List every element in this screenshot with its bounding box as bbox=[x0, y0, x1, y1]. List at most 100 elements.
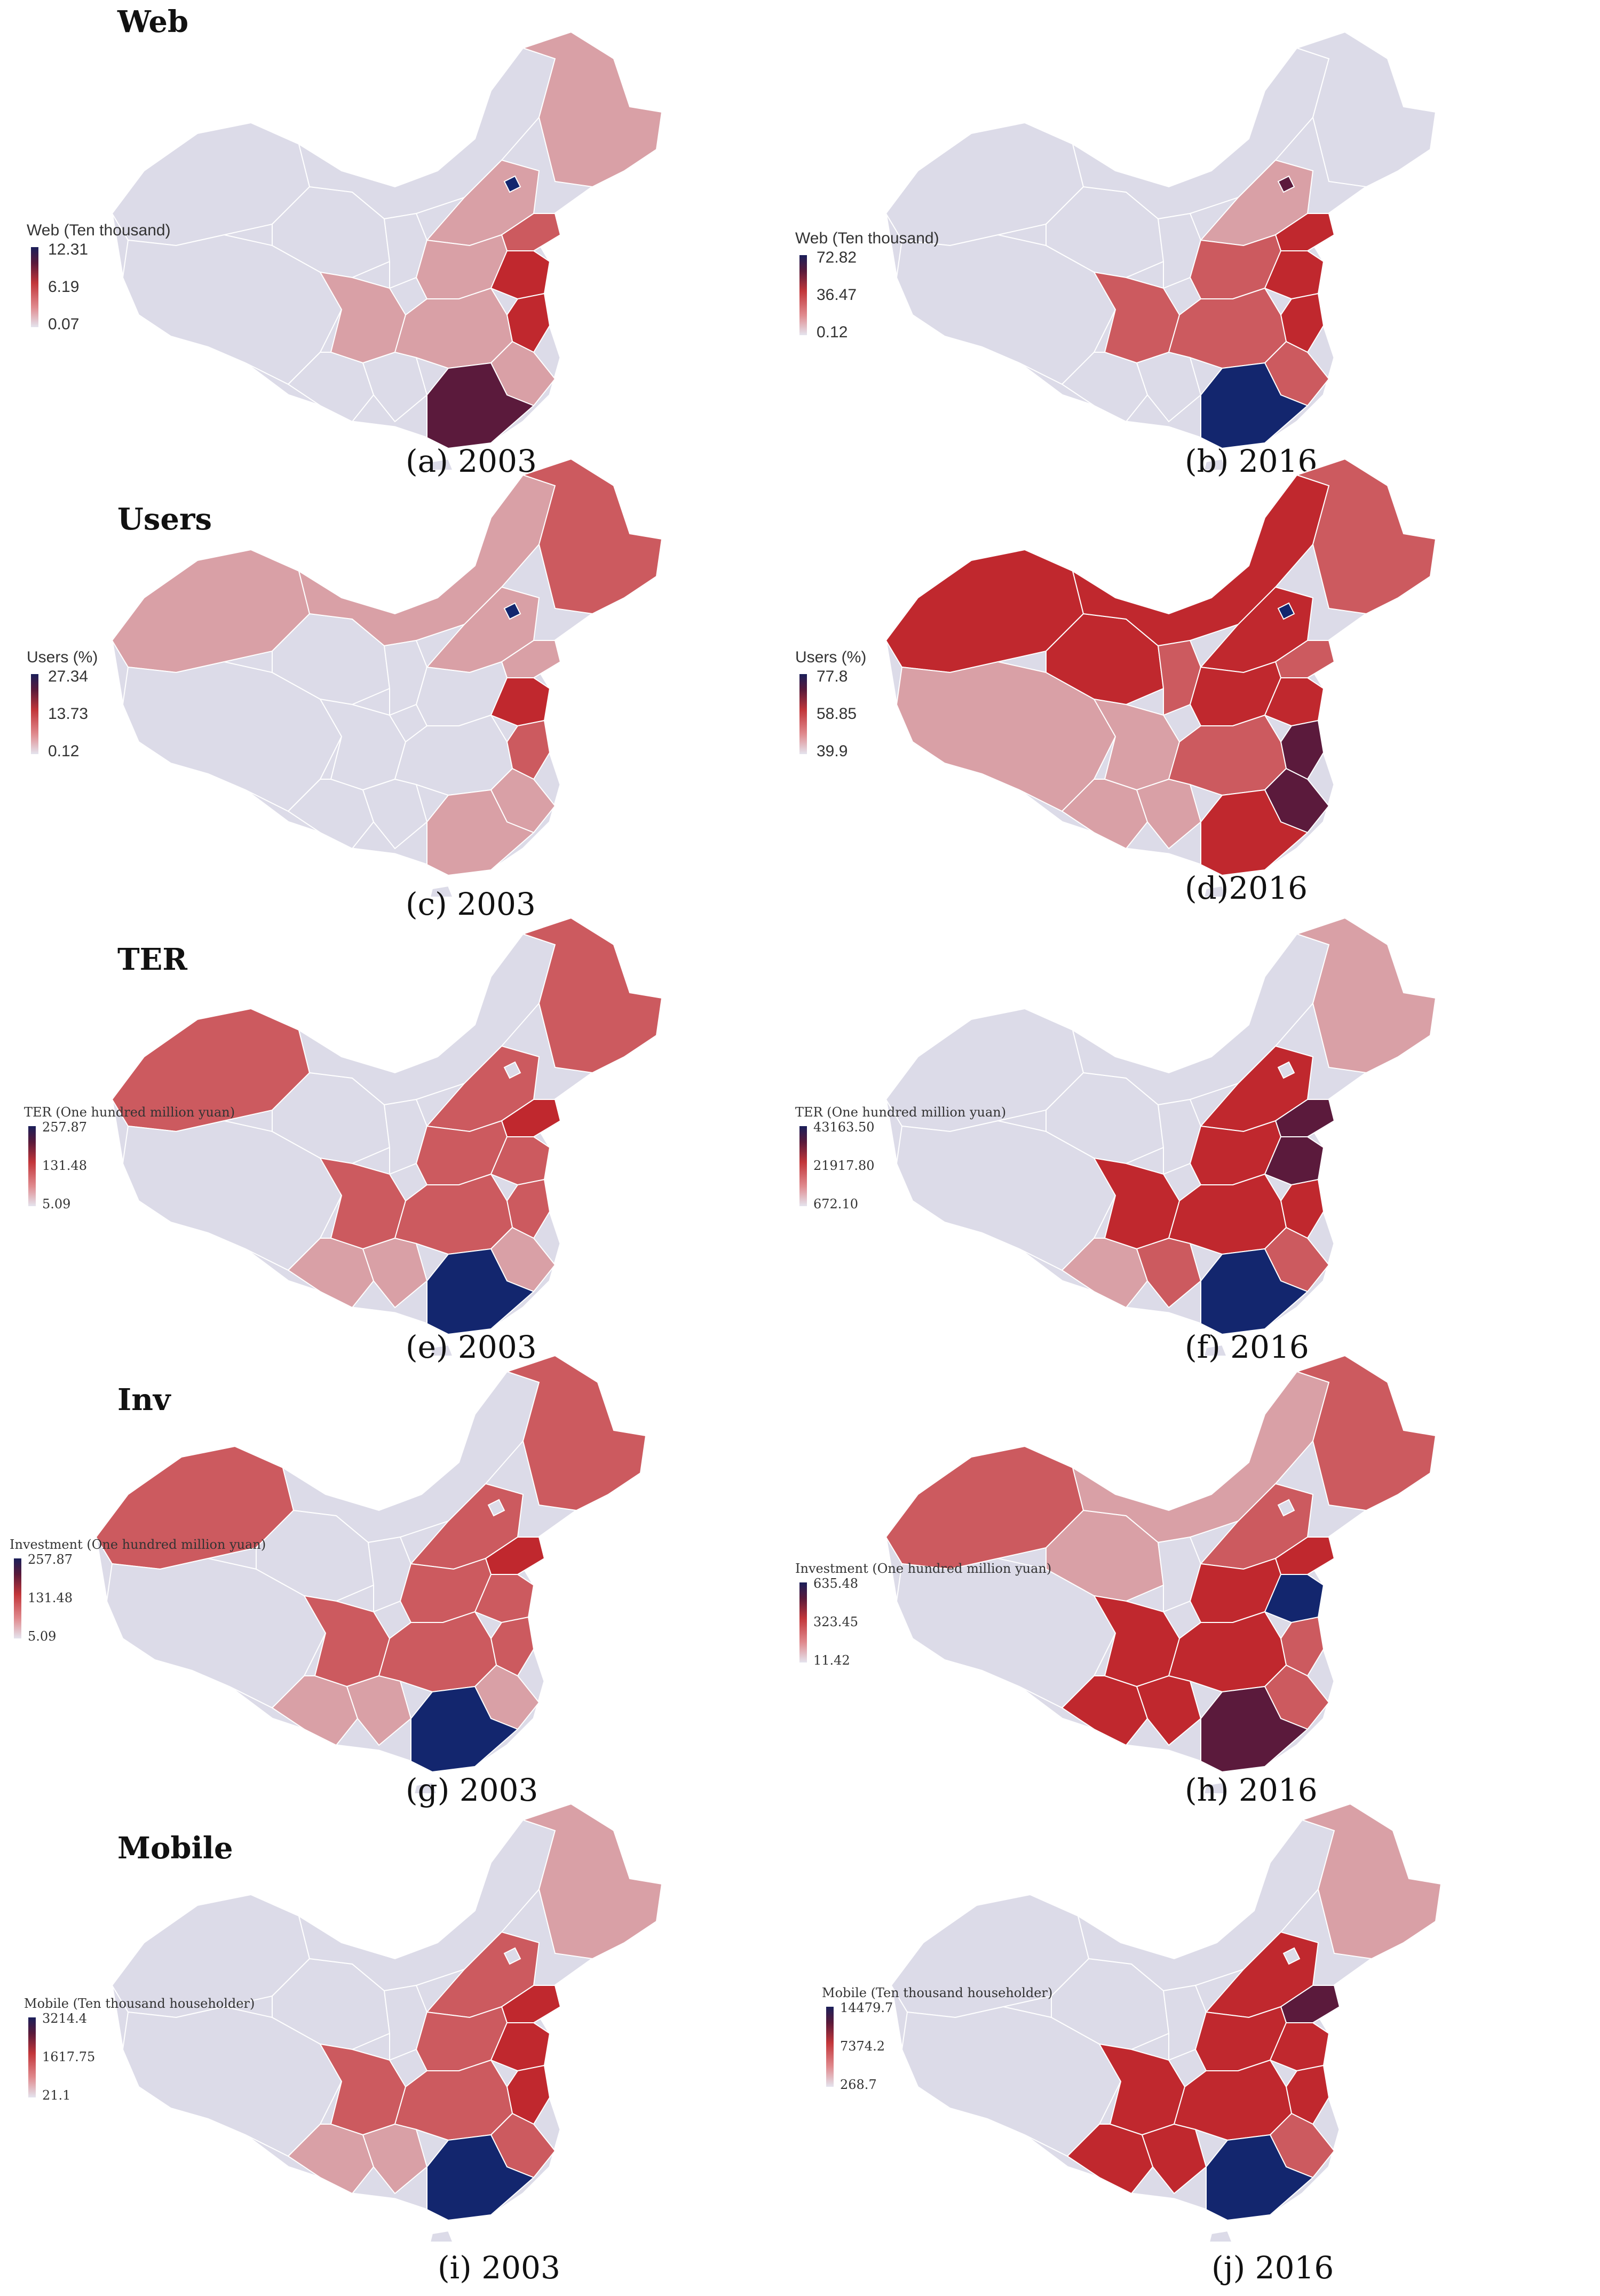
caption-f: (f) 2016 bbox=[1185, 1329, 1309, 1365]
province-region-gd bbox=[426, 789, 535, 876]
legend-max: 14479.7 bbox=[840, 2000, 893, 2015]
province-region-db bbox=[1300, 1803, 1442, 1960]
province-region-bj bbox=[487, 1499, 505, 1517]
map-panel-b: Web (Ten thousand) 72.82 36.47 0.12 bbox=[795, 11, 1564, 470]
province-region-gd bbox=[1206, 2134, 1314, 2221]
legend-title: Users (%) bbox=[795, 648, 867, 666]
row-title-ter: TER bbox=[117, 942, 187, 977]
legend-title: Mobile (Ten thousand householder) bbox=[822, 1985, 1053, 2000]
province-region-bj bbox=[503, 175, 521, 193]
province-region-hain bbox=[1203, 458, 1227, 470]
province-region-gd bbox=[1200, 789, 1309, 876]
caption-i: (i) 2003 bbox=[438, 2250, 560, 2286]
map-panel-c: Users (%) 27.34 13.73 0.12 bbox=[21, 438, 790, 897]
legend-mid: 58.85 bbox=[817, 705, 857, 723]
china-map-a bbox=[111, 31, 663, 470]
china-map-e bbox=[111, 917, 663, 1356]
legend-mid: 1617.75 bbox=[42, 2049, 96, 2064]
legend-min: 672.10 bbox=[813, 1197, 858, 1212]
map-panel-g: Investment (One hundred million yuan) 25… bbox=[5, 1334, 774, 1793]
legend-color-bar bbox=[14, 1558, 21, 1638]
province-region-db bbox=[521, 1803, 663, 1960]
row-title-inv: Inv bbox=[117, 1382, 171, 1418]
legend-max: 257.87 bbox=[28, 1552, 73, 1567]
caption-g: (g) 2003 bbox=[406, 1772, 538, 1808]
legend-max: 43163.50 bbox=[813, 1120, 875, 1135]
province-region-db bbox=[521, 917, 663, 1074]
legend-min: 268.7 bbox=[840, 2077, 877, 2092]
china-map-c bbox=[111, 458, 663, 897]
province-region-hain bbox=[1203, 1782, 1227, 1793]
legend-title: Investment (One hundred million yuan) bbox=[795, 1561, 1052, 1576]
province-region-db bbox=[1295, 1355, 1437, 1511]
china-map-h bbox=[885, 1355, 1437, 1793]
province-region-hain bbox=[430, 2230, 454, 2242]
legend-color-bar bbox=[31, 674, 38, 754]
legend-max: 27.34 bbox=[48, 668, 89, 685]
province-region-hain bbox=[1203, 1344, 1227, 1356]
legend-title: TER (One hundred million yuan) bbox=[795, 1105, 1007, 1120]
legend-min: 0.12 bbox=[48, 742, 80, 760]
map-panel-d: Users (%) 77.8 58.85 39.9 bbox=[795, 438, 1564, 897]
legend-color-bar bbox=[799, 1582, 807, 1662]
province-region-gd bbox=[410, 1685, 519, 1773]
map-panel-j: Mobile (Ten thousand householder) 14479.… bbox=[801, 1783, 1569, 2242]
legend-mid: 7374.2 bbox=[840, 2039, 885, 2054]
legend-min: 11.42 bbox=[813, 1653, 850, 1668]
legend-color-bar bbox=[28, 1126, 36, 1206]
map-panel-f: TER (One hundred million yuan) 43163.50 … bbox=[795, 897, 1564, 1356]
legend-color-bar bbox=[826, 2007, 834, 2087]
caption-c: (c) 2003 bbox=[406, 886, 536, 922]
province-region-db bbox=[1295, 458, 1437, 615]
legend-title: Investment (One hundred million yuan) bbox=[10, 1537, 266, 1552]
legend-max: 77.8 bbox=[817, 668, 848, 685]
province-region-gd bbox=[1200, 1248, 1309, 1335]
legend-max: 257.87 bbox=[42, 1120, 87, 1135]
legend-mid: 36.47 bbox=[817, 286, 857, 304]
legend-title: Web (Ten thousand) bbox=[27, 221, 171, 239]
province-region-hain bbox=[430, 885, 454, 897]
legend-min: 5.09 bbox=[28, 1629, 57, 1644]
legend-mid: 13.73 bbox=[48, 705, 89, 723]
province-region-bj bbox=[1277, 175, 1295, 193]
legend-color-bar bbox=[31, 247, 38, 327]
province-region-bj bbox=[503, 1947, 521, 1965]
legend-mid: 6.19 bbox=[48, 278, 80, 296]
map-panel-e: TER (One hundred million yuan) 257.87 13… bbox=[21, 897, 790, 1356]
row-title-web: Web bbox=[117, 4, 189, 39]
legend-min: 0.07 bbox=[48, 315, 80, 333]
province-region-gd bbox=[1200, 1685, 1309, 1773]
legend-mid: 131.48 bbox=[28, 1590, 73, 1605]
caption-a: (a) 2003 bbox=[406, 443, 537, 479]
legend-min: 0.12 bbox=[817, 323, 848, 341]
china-map-d bbox=[885, 458, 1437, 897]
province-region-db bbox=[505, 1355, 647, 1511]
province-region-hain bbox=[1203, 885, 1227, 897]
legend-max: 635.48 bbox=[813, 1576, 858, 1591]
legend-title: TER (One hundred million yuan) bbox=[24, 1105, 235, 1120]
province-region-hain bbox=[1209, 2230, 1233, 2242]
province-region-db bbox=[1295, 917, 1437, 1074]
legend-min: 39.9 bbox=[817, 742, 848, 760]
map-panel-h: Investment (One hundred million yuan) 63… bbox=[795, 1334, 1564, 1793]
row-title-mobile: Mobile bbox=[117, 1831, 233, 1866]
china-map-j bbox=[890, 1803, 1442, 2242]
province-region-db bbox=[1295, 31, 1437, 188]
legend-color-bar bbox=[799, 255, 807, 335]
province-region-gd bbox=[426, 1248, 535, 1335]
legend-title: Users (%) bbox=[27, 648, 98, 666]
caption-j: (j) 2016 bbox=[1211, 2250, 1334, 2286]
china-map-i bbox=[111, 1803, 663, 2242]
province-region-gd bbox=[426, 2134, 535, 2221]
map-panel-a: Web (Ten thousand) 12.31 6.19 0.07 bbox=[21, 11, 790, 470]
caption-h: (h) 2016 bbox=[1185, 1772, 1318, 1808]
legend-mid: 131.48 bbox=[42, 1158, 87, 1173]
legend-mid: 323.45 bbox=[813, 1614, 858, 1629]
china-map-f bbox=[885, 917, 1437, 1356]
province-region-db bbox=[521, 458, 663, 615]
legend-min: 5.09 bbox=[42, 1197, 71, 1212]
province-region-bj bbox=[503, 1061, 521, 1079]
row-title-users: Users bbox=[117, 502, 212, 537]
legend-color-bar bbox=[799, 674, 807, 754]
china-map-g bbox=[95, 1355, 647, 1793]
